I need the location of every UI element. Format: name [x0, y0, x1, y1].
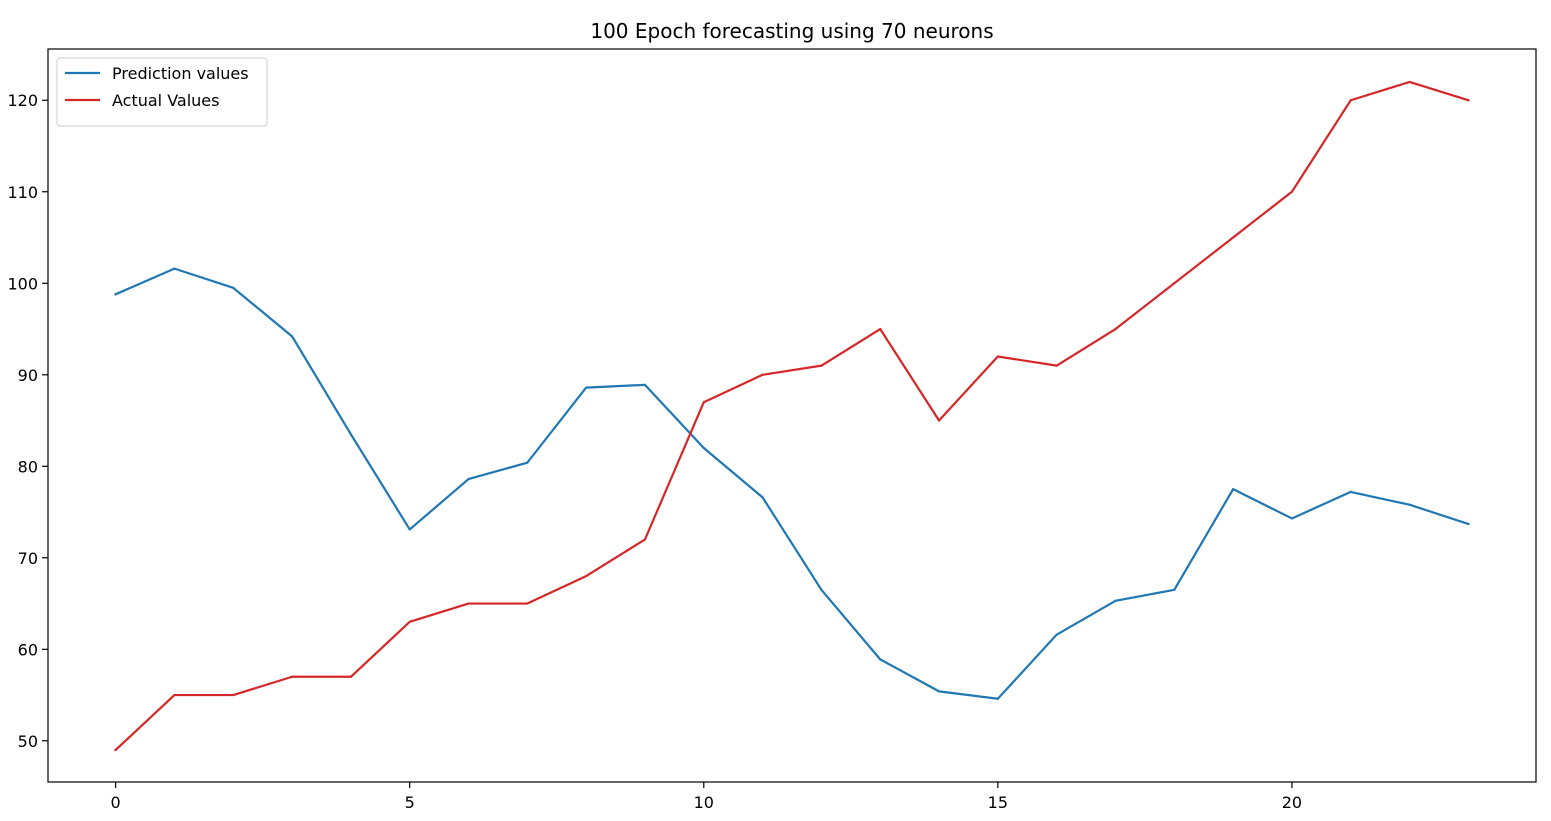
data-point — [996, 355, 999, 358]
data-point — [1114, 327, 1117, 331]
y-axis: 50 60 70 80 90 100 110 120 — [7, 91, 48, 751]
y-tick-label: 70 — [18, 549, 38, 568]
series-group-1 — [114, 80, 1470, 752]
x-tick-label: 20 — [1282, 793, 1302, 812]
legend-box — [56, 57, 268, 127]
data-point — [937, 419, 941, 422]
data-point — [1408, 503, 1411, 506]
data-point — [173, 693, 176, 697]
data-point — [1290, 190, 1294, 193]
data-point — [1290, 517, 1294, 520]
legend-label: Prediction values — [112, 64, 249, 83]
y-tick-label: 80 — [18, 457, 38, 476]
series-group-0 — [114, 267, 1470, 700]
data-point — [702, 446, 705, 450]
y-tick-label: 90 — [18, 366, 38, 385]
y-tick-label: 110 — [7, 183, 38, 202]
series-layer — [114, 80, 1470, 752]
data-point — [173, 267, 176, 270]
data-point — [467, 478, 470, 481]
data-point — [879, 658, 882, 661]
data-point — [1055, 364, 1058, 367]
series-line-1 — [114, 80, 1470, 752]
data-point — [585, 575, 588, 578]
data-point — [232, 693, 235, 697]
series-line-0 — [114, 267, 1470, 700]
data-point — [1467, 522, 1470, 526]
data-point — [702, 401, 705, 404]
plot-area-frame — [47, 48, 1537, 783]
data-point — [114, 293, 117, 296]
x-tick-label: 15 — [988, 793, 1008, 812]
legend: Prediction values Actual Values — [56, 57, 268, 127]
data-point — [290, 335, 294, 338]
data-point — [114, 748, 117, 752]
data-point — [643, 383, 647, 386]
x-tick-label: 5 — [405, 793, 415, 812]
data-point — [467, 602, 470, 605]
y-tick-label: 120 — [7, 91, 38, 110]
data-point — [1173, 588, 1176, 591]
x-tick-label: 10 — [694, 793, 714, 812]
data-point — [1232, 236, 1235, 239]
data-point — [996, 697, 999, 700]
data-point — [408, 620, 411, 623]
data-point — [585, 386, 588, 389]
data-point — [643, 538, 647, 541]
data-point — [526, 602, 529, 605]
data-point — [1114, 599, 1117, 602]
data-point — [526, 461, 529, 464]
data-point — [820, 364, 823, 367]
data-point — [1408, 80, 1411, 84]
y-tick-label: 60 — [18, 640, 38, 659]
y-tick-label: 50 — [18, 732, 38, 751]
legend-label: Actual Values — [112, 91, 219, 110]
x-tick-label: 0 — [111, 793, 121, 812]
data-point — [937, 690, 941, 693]
x-axis: 0 5 10 15 20 — [111, 782, 1302, 812]
data-point — [349, 675, 352, 678]
data-point — [1467, 99, 1470, 102]
data-point — [761, 496, 764, 499]
data-point — [1232, 488, 1235, 491]
data-point — [1055, 633, 1058, 636]
data-point — [820, 588, 823, 591]
data-point — [1349, 99, 1352, 102]
data-point — [1173, 282, 1176, 285]
data-point — [232, 286, 235, 289]
chart-title: 100 Epoch forecasting using 70 neurons — [590, 19, 993, 43]
data-point — [408, 528, 411, 531]
data-point — [349, 433, 352, 436]
data-point — [290, 675, 294, 678]
data-point — [879, 327, 882, 331]
data-point — [761, 373, 764, 376]
data-point — [1349, 490, 1352, 494]
y-tick-label: 100 — [7, 274, 38, 293]
